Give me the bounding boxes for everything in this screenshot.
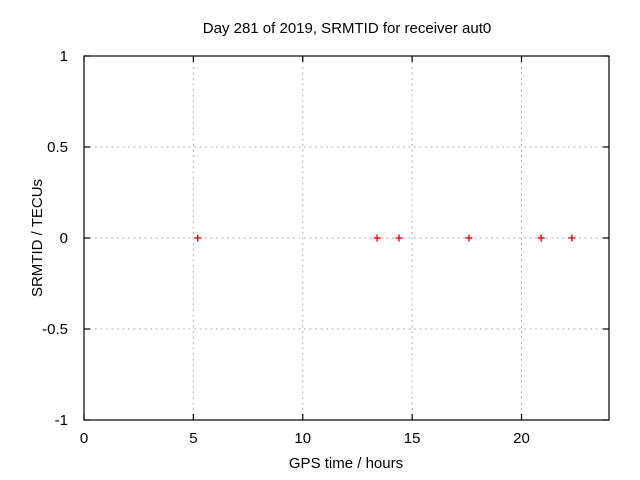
- x-tick-label: 0: [80, 430, 88, 447]
- data-point-marker: [194, 234, 202, 242]
- data-point-marker: [373, 234, 381, 242]
- y-axis-label: SRMTID / TECUs: [29, 179, 46, 297]
- x-tick-label: 15: [404, 430, 421, 447]
- x-tick-label: 5: [189, 430, 197, 447]
- grid-layer: [84, 56, 609, 420]
- x-tick-label: 20: [513, 430, 530, 447]
- y-tick-label: -0.5: [42, 321, 68, 338]
- tick-labels: 0 5 10 15 20 -1 -0.5 0 0.5 1: [42, 48, 530, 447]
- y-tick-label: 0.5: [47, 139, 68, 156]
- y-tick-label: 1: [60, 48, 68, 65]
- x-axis-label: GPS time / hours: [289, 455, 403, 472]
- data-point-marker: [537, 234, 545, 242]
- plot-border: [83, 55, 610, 421]
- y-tick-label: -1: [55, 412, 68, 429]
- data-point-marker: [568, 234, 576, 242]
- x-tick-label: 10: [294, 430, 311, 447]
- data-point-marker: [395, 234, 403, 242]
- data-point-marker: [465, 234, 473, 242]
- data-points: [194, 234, 576, 242]
- y-tick-label: 0: [60, 230, 68, 247]
- chart-title: Day 281 of 2019, SRMTID for receiver aut…: [203, 20, 491, 37]
